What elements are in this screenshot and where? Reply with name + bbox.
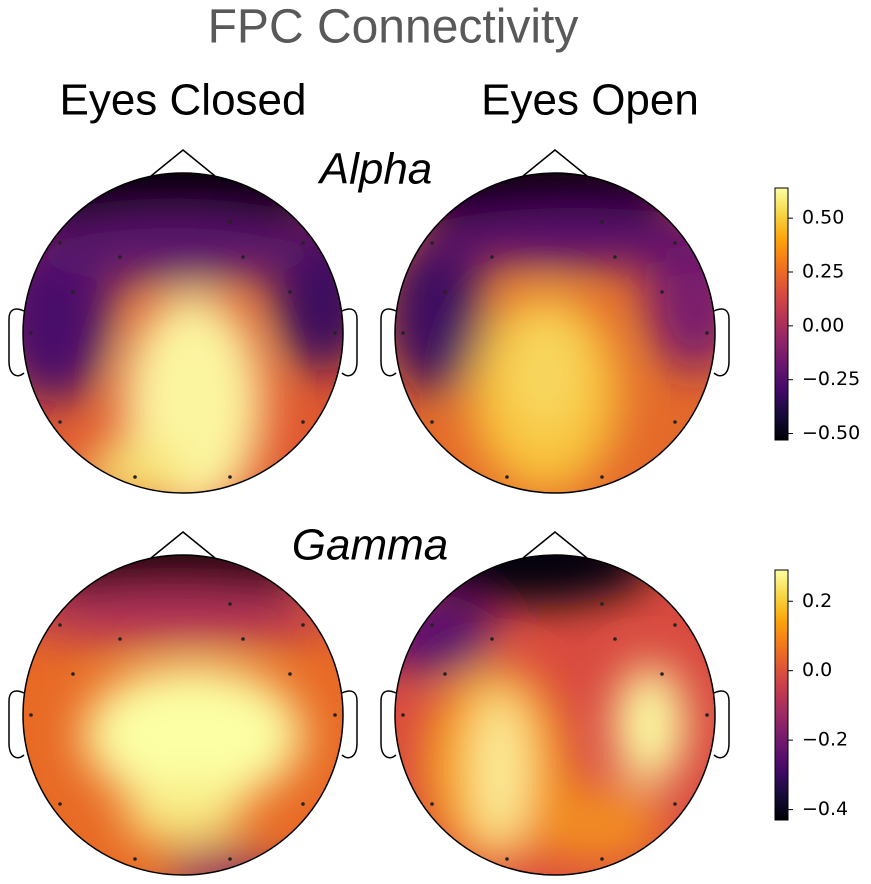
figure-title: FPC Connectivity <box>208 1 579 54</box>
row-title: Alpha <box>317 145 433 194</box>
column-title: Eyes Closed <box>59 76 306 125</box>
colorbar <box>774 569 789 821</box>
topomap <box>380 531 730 876</box>
topomap <box>8 149 358 494</box>
topomap <box>380 149 730 494</box>
colorbar-tick-label: −0.50 <box>802 422 860 444</box>
colorbar-tick-label: 0.00 <box>802 314 844 336</box>
column-title: Eyes Open <box>481 76 699 125</box>
colorbar-tick-label: 0.50 <box>802 207 844 229</box>
colorbar <box>774 187 789 441</box>
row-title: Gamma <box>292 521 448 570</box>
colorbar-tick-label: −0.4 <box>802 798 848 820</box>
topomap <box>8 531 358 876</box>
colorbar-tick-label: 0.0 <box>802 659 832 681</box>
colorbar-tick-label: 0.25 <box>802 261 844 283</box>
colorbar-tick-label: 0.2 <box>802 590 832 612</box>
colorbar-tick-label: −0.2 <box>802 729 848 751</box>
colorbar-tick-label: −0.25 <box>802 368 860 390</box>
